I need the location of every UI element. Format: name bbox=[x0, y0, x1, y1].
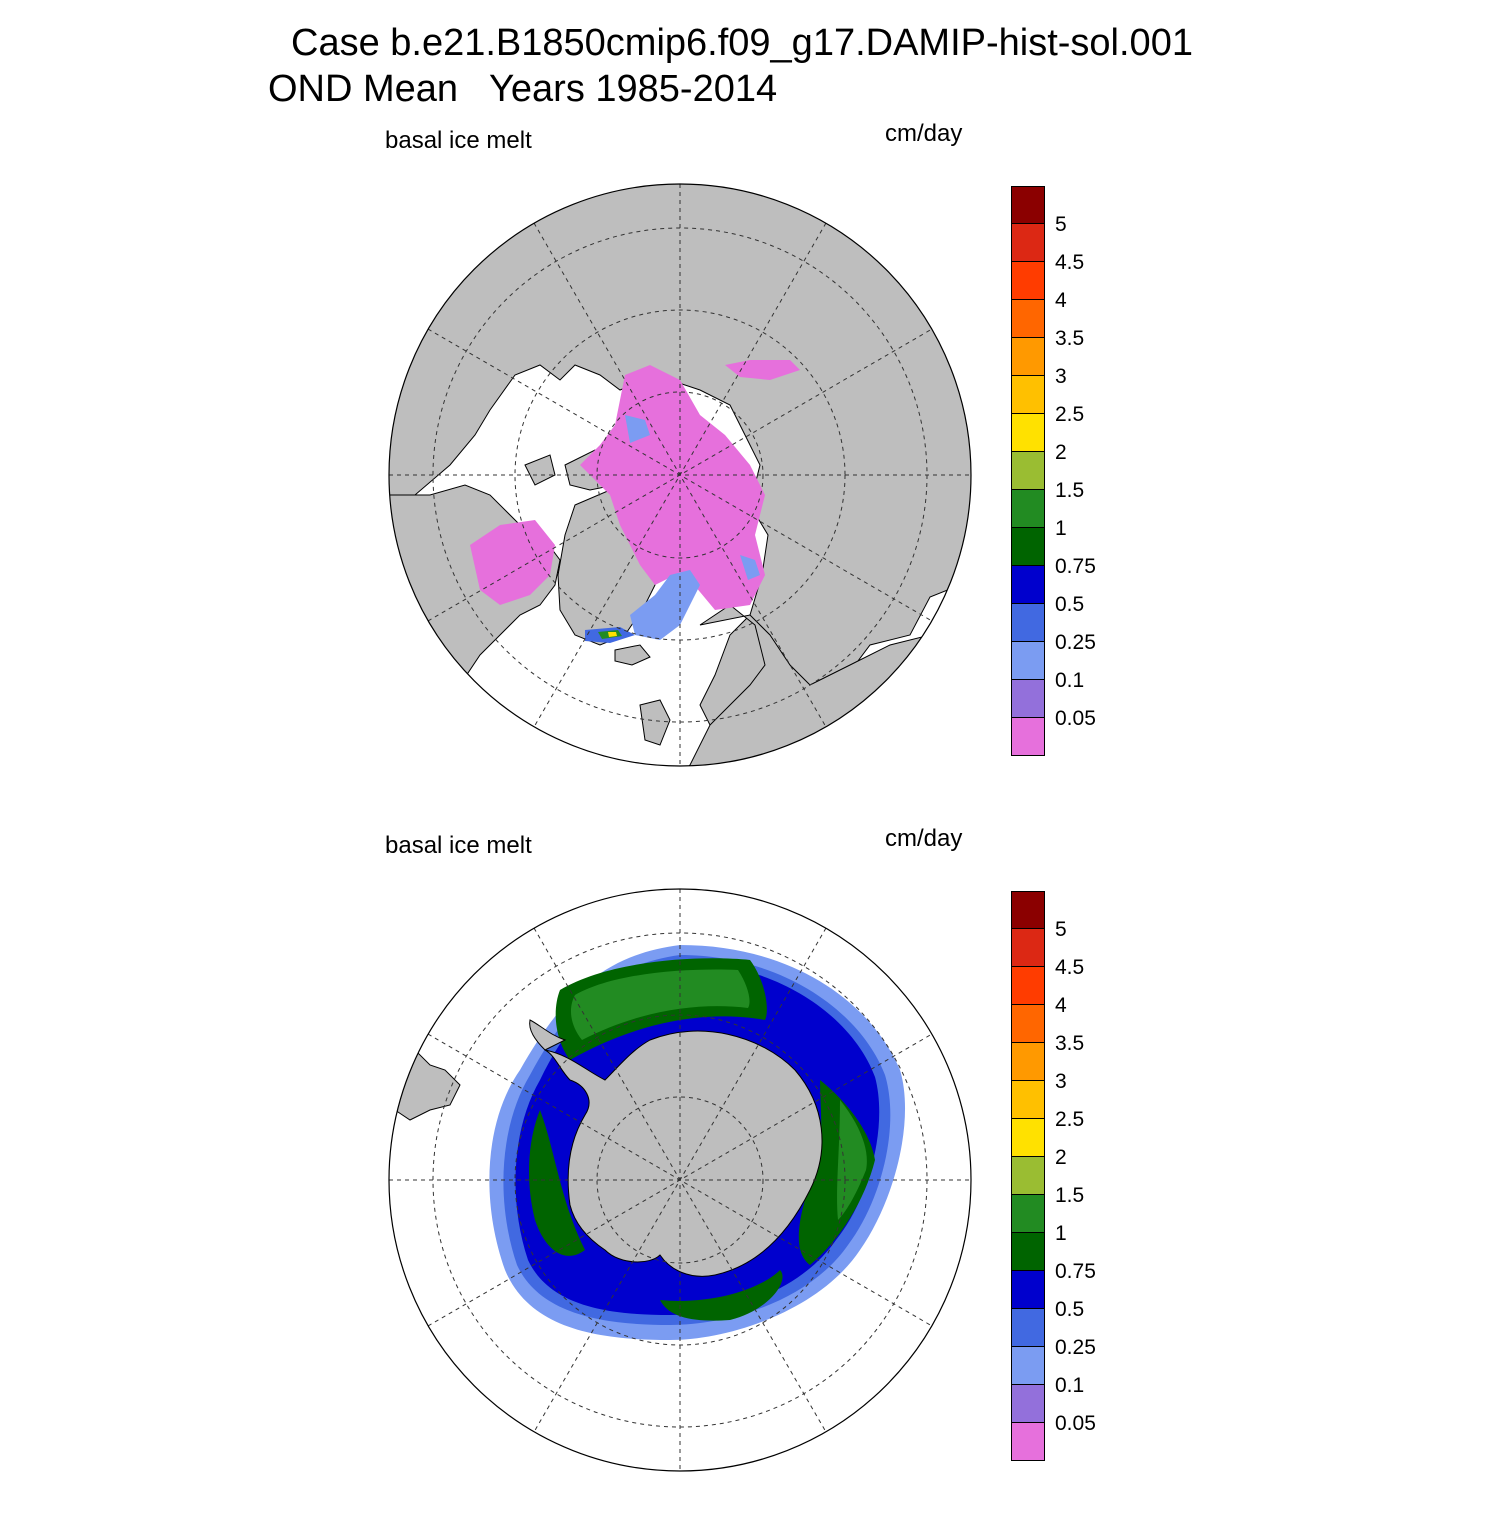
south-polar-map bbox=[388, 888, 972, 1472]
colorbar-box bbox=[1011, 490, 1045, 528]
north-graticule bbox=[389, 184, 971, 766]
colorbar-tick-label: 3.5 bbox=[1055, 1032, 1085, 1055]
colorbar-box bbox=[1011, 1157, 1045, 1195]
colorbar-box bbox=[1011, 186, 1045, 224]
north-variable-label: basal ice melt bbox=[385, 127, 532, 154]
colorbar-tick-label: 4.5 bbox=[1055, 251, 1085, 274]
colorbar-box bbox=[1011, 1043, 1045, 1081]
colorbar-tick-label: 2.5 bbox=[1055, 1108, 1085, 1131]
colorbar-box bbox=[1011, 452, 1045, 490]
colorbar-tick-label: 1 bbox=[1055, 1222, 1067, 1245]
north-polar-panel: basal ice melt cm/day bbox=[0, 115, 1500, 815]
south-land-peninsula bbox=[529, 1019, 567, 1051]
north-ice-melt-peak-core bbox=[608, 632, 617, 637]
colorbar-box bbox=[1011, 300, 1045, 338]
colorbar-tick-label: 0.75 bbox=[1055, 1260, 1096, 1283]
colorbar-box bbox=[1011, 376, 1045, 414]
colorbar-tick-label: 1 bbox=[1055, 517, 1067, 540]
colorbar-tick-label: 3 bbox=[1055, 1070, 1067, 1093]
colorbar-box bbox=[1011, 1005, 1045, 1043]
colorbar-box bbox=[1011, 1081, 1045, 1119]
north-polar-map bbox=[388, 183, 972, 767]
south-colorbar: 5 4.5 4 3.5 3 2.5 2 1.5 1 0.75 0.5 0.25 0.1 0.05 bbox=[1011, 891, 1131, 1471]
north-land-uk bbox=[639, 699, 671, 746]
colorbar-tick-label: 0.5 bbox=[1055, 1298, 1085, 1321]
north-colorbar: 5 4.5 4 3.5 3 2.5 2 1.5 1 0.75 0.5 0.25 0.1 0.05 bbox=[1011, 186, 1131, 766]
figure-title-line-2: OND Mean Years 1985-2014 bbox=[268, 68, 778, 110]
colorbar-tick-label: 5 bbox=[1055, 918, 1067, 941]
north-ice-melt-low bbox=[470, 360, 800, 610]
colorbar-tick-label: 4.5 bbox=[1055, 956, 1085, 979]
colorbar-tick-label: 0.25 bbox=[1055, 1336, 1096, 1359]
colorbar-box bbox=[1011, 718, 1045, 756]
colorbar-tick-label: 0.1 bbox=[1055, 1374, 1085, 1397]
colorbar-box bbox=[1011, 891, 1045, 929]
colorbar-tick-label: 0.1 bbox=[1055, 669, 1085, 692]
colorbar-box bbox=[1011, 642, 1045, 680]
colorbar-tick-label: 0.05 bbox=[1055, 707, 1096, 730]
colorbar-box bbox=[1011, 1271, 1045, 1309]
colorbar-tick-label: 2 bbox=[1055, 441, 1067, 464]
colorbar-box bbox=[1011, 1195, 1045, 1233]
north-map-border bbox=[388, 183, 972, 767]
colorbar-tick-label: 2.5 bbox=[1055, 403, 1085, 426]
colorbar-box bbox=[1011, 338, 1045, 376]
colorbar-tick-label: 4 bbox=[1055, 289, 1067, 312]
colorbar-tick-label: 0.25 bbox=[1055, 631, 1096, 654]
colorbar-box bbox=[1011, 1347, 1045, 1385]
colorbar-tick-label: 2 bbox=[1055, 1146, 1067, 1169]
colorbar-box bbox=[1011, 262, 1045, 300]
colorbar-box bbox=[1011, 1309, 1045, 1347]
colorbar-box bbox=[1011, 1119, 1045, 1157]
colorbar-box bbox=[1011, 929, 1045, 967]
colorbar-box bbox=[1011, 1423, 1045, 1461]
north-land-iceland bbox=[614, 644, 651, 666]
colorbar-box bbox=[1011, 414, 1045, 452]
colorbar-box bbox=[1011, 604, 1045, 642]
colorbar-box bbox=[1011, 680, 1045, 718]
colorbar-tick-label: 4 bbox=[1055, 994, 1067, 1017]
colorbar-box bbox=[1011, 566, 1045, 604]
colorbar-box bbox=[1011, 1233, 1045, 1271]
colorbar-tick-label: 3.5 bbox=[1055, 327, 1085, 350]
south-ice-melt-greener bbox=[570, 969, 867, 1220]
colorbar-tick-label: 1.5 bbox=[1055, 479, 1085, 502]
colorbar-box bbox=[1011, 1385, 1045, 1423]
south-ice-melt-green bbox=[528, 958, 875, 1321]
north-ice-melt-mid bbox=[625, 415, 760, 640]
colorbar-box bbox=[1011, 224, 1045, 262]
figure-title-line-1: Case b.e21.B1850cmip6.f09_g17.DAMIP-hist… bbox=[291, 22, 1193, 64]
colorbar-tick-label: 0.75 bbox=[1055, 555, 1096, 578]
south-polar-panel: basal ice melt cm/day bbox=[0, 820, 1500, 1520]
colorbar-tick-label: 0.05 bbox=[1055, 1412, 1096, 1435]
colorbar-tick-label: 1.5 bbox=[1055, 1184, 1085, 1207]
colorbar-tick-label: 3 bbox=[1055, 365, 1067, 388]
south-map-border bbox=[388, 888, 972, 1472]
colorbar-tick-label: 0.5 bbox=[1055, 593, 1085, 616]
south-units-label: cm/day bbox=[885, 825, 963, 852]
colorbar-tick-label: 5 bbox=[1055, 213, 1067, 236]
colorbar-box bbox=[1011, 967, 1045, 1005]
north-units-label: cm/day bbox=[885, 120, 963, 147]
south-variable-label: basal ice melt bbox=[385, 832, 532, 859]
south-graticule bbox=[389, 889, 971, 1471]
colorbar-box bbox=[1011, 528, 1045, 566]
